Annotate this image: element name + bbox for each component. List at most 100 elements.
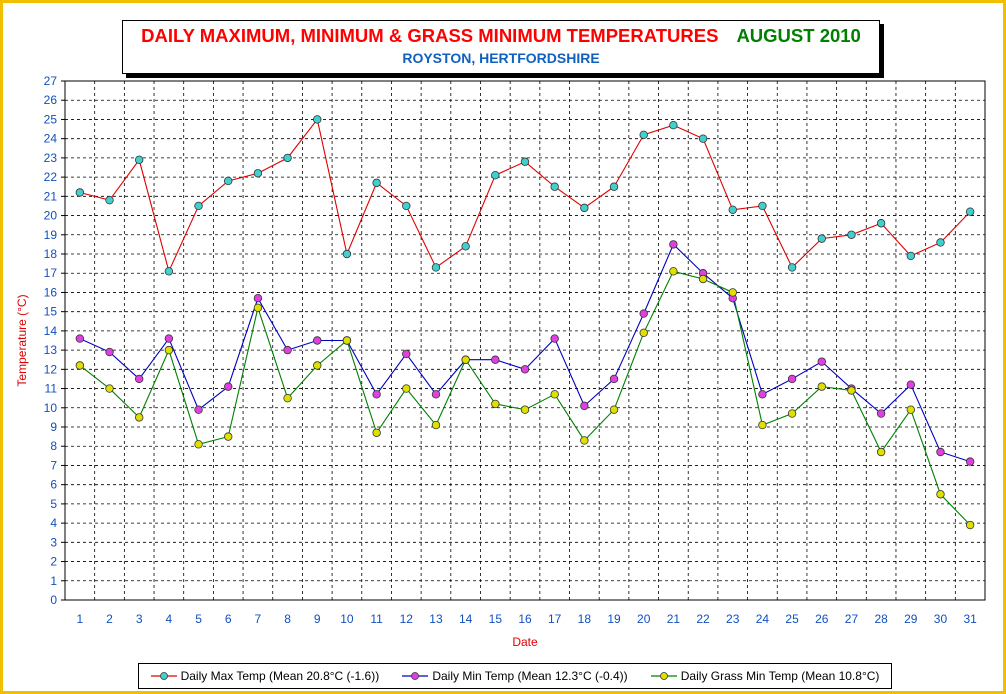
y-tick-label: 5 xyxy=(50,497,57,511)
series-point-1 xyxy=(402,349,411,359)
x-tick-label: 21 xyxy=(667,612,681,626)
x-tick-label: 4 xyxy=(166,612,173,626)
series-point-1 xyxy=(283,345,292,355)
series-point-0 xyxy=(253,169,263,178)
x-tick-label: 14 xyxy=(459,612,473,626)
series-point-0 xyxy=(550,182,559,191)
x-tick-label: 11 xyxy=(370,612,383,626)
series-point-1 xyxy=(164,334,174,343)
series-point-0 xyxy=(372,178,381,188)
series-point-2 xyxy=(194,440,203,449)
x-tick-label: 1 xyxy=(76,612,83,626)
legend-swatch-grass-icon xyxy=(650,672,677,680)
legend-label-max: Daily Max Temp (Mean 20.8°C (-1.6)) xyxy=(180,669,380,683)
y-tick-label: 4 xyxy=(50,516,57,530)
series-point-0 xyxy=(461,242,470,251)
series-point-1 xyxy=(965,457,975,466)
series-point-1 xyxy=(194,405,203,414)
legend-swatch-min-icon xyxy=(402,672,429,680)
series-point-2 xyxy=(402,384,411,393)
legend: Daily Max Temp (Mean 20.8°C (-1.6)) Dail… xyxy=(138,663,892,689)
series-point-2 xyxy=(669,267,678,276)
series-point-2 xyxy=(520,405,530,414)
y-tick-label: 9 xyxy=(50,420,57,434)
y-tick-label: 22 xyxy=(44,170,58,184)
series-point-2 xyxy=(372,428,381,437)
y-tick-label: 11 xyxy=(45,382,58,396)
series-point-1 xyxy=(758,390,767,399)
y-tick-label: 12 xyxy=(44,362,58,376)
plot-border xyxy=(64,80,986,601)
series-point-0 xyxy=(194,201,203,211)
series-point-1 xyxy=(817,357,826,366)
x-tick-label: 30 xyxy=(934,612,948,626)
y-axis-label: Temperature (°C) xyxy=(15,294,29,386)
series-point-2 xyxy=(876,447,886,457)
series-point-2 xyxy=(728,288,737,297)
legend-label-grass: Daily Grass Min Temp (Mean 10.8°C) xyxy=(680,669,880,683)
y-tick-label: 13 xyxy=(44,343,58,357)
series-point-2 xyxy=(224,432,233,441)
legend-swatch-max-icon xyxy=(150,672,177,680)
series-point-2 xyxy=(431,420,441,430)
title-box: DAILY MAXIMUM, MINIMUM & GRASS MINIMUM T… xyxy=(122,20,880,74)
series-point-2 xyxy=(758,420,767,430)
x-tick-label: 12 xyxy=(400,612,414,626)
series-point-0 xyxy=(817,234,826,243)
series-point-2 xyxy=(283,393,292,403)
x-tick-label: 9 xyxy=(314,612,321,626)
series-point-2 xyxy=(313,361,322,370)
x-tick-label: 31 xyxy=(963,612,977,626)
series-point-0 xyxy=(134,155,144,165)
series-point-2 xyxy=(342,336,352,345)
legend-item-grass: Daily Grass Min Temp (Mean 10.8°C) xyxy=(650,669,880,683)
series-point-2 xyxy=(75,361,85,370)
series-point-1 xyxy=(609,374,619,384)
y-tick-label: 20 xyxy=(44,209,58,223)
series-point-0 xyxy=(105,195,114,205)
series-point-2 xyxy=(164,345,174,355)
series-point-0 xyxy=(669,121,678,130)
series-point-1 xyxy=(491,355,500,364)
series-point-1 xyxy=(224,382,233,391)
series-point-0 xyxy=(402,201,411,211)
series-point-0 xyxy=(758,201,767,211)
x-tick-label: 2 xyxy=(106,612,113,626)
series-point-0 xyxy=(847,230,856,239)
series-point-1 xyxy=(787,374,797,384)
series-point-0 xyxy=(283,153,292,163)
series-point-0 xyxy=(164,267,174,276)
series-point-0 xyxy=(224,176,233,186)
x-tick-label: 20 xyxy=(637,612,651,626)
series-point-2 xyxy=(698,274,708,284)
x-tick-label: 16 xyxy=(518,612,532,626)
series-point-2 xyxy=(609,405,619,414)
series-point-2 xyxy=(491,399,500,409)
series-point-0 xyxy=(609,182,619,191)
series-point-1 xyxy=(876,409,886,418)
series-point-1 xyxy=(75,334,85,343)
y-tick-label: 1 xyxy=(50,574,57,588)
y-tick-label: 17 xyxy=(44,266,58,280)
series-point-2 xyxy=(461,355,470,364)
x-tick-label: 24 xyxy=(756,612,770,626)
x-tick-label: 23 xyxy=(726,612,740,626)
series-point-2 xyxy=(105,384,114,393)
legend-item-max: Daily Max Temp (Mean 20.8°C (-1.6)) xyxy=(150,669,380,683)
series-point-2 xyxy=(817,382,826,391)
chart-title: DAILY MAXIMUM, MINIMUM & GRASS MINIMUM T… xyxy=(141,25,719,46)
series-point-0 xyxy=(580,203,589,213)
series-point-0 xyxy=(520,157,530,166)
y-tick-label: 6 xyxy=(50,478,57,492)
x-tick-label: 27 xyxy=(845,612,859,626)
series-point-0 xyxy=(787,263,797,272)
series-point-2 xyxy=(787,409,797,418)
series-point-1 xyxy=(372,390,381,399)
y-tick-label: 10 xyxy=(44,401,58,415)
y-tick-label: 8 xyxy=(50,439,57,453)
x-tick-label: 26 xyxy=(815,612,829,626)
x-axis-label: Date xyxy=(512,635,538,649)
x-tick-label: 28 xyxy=(874,612,888,626)
series-point-0 xyxy=(75,188,85,197)
